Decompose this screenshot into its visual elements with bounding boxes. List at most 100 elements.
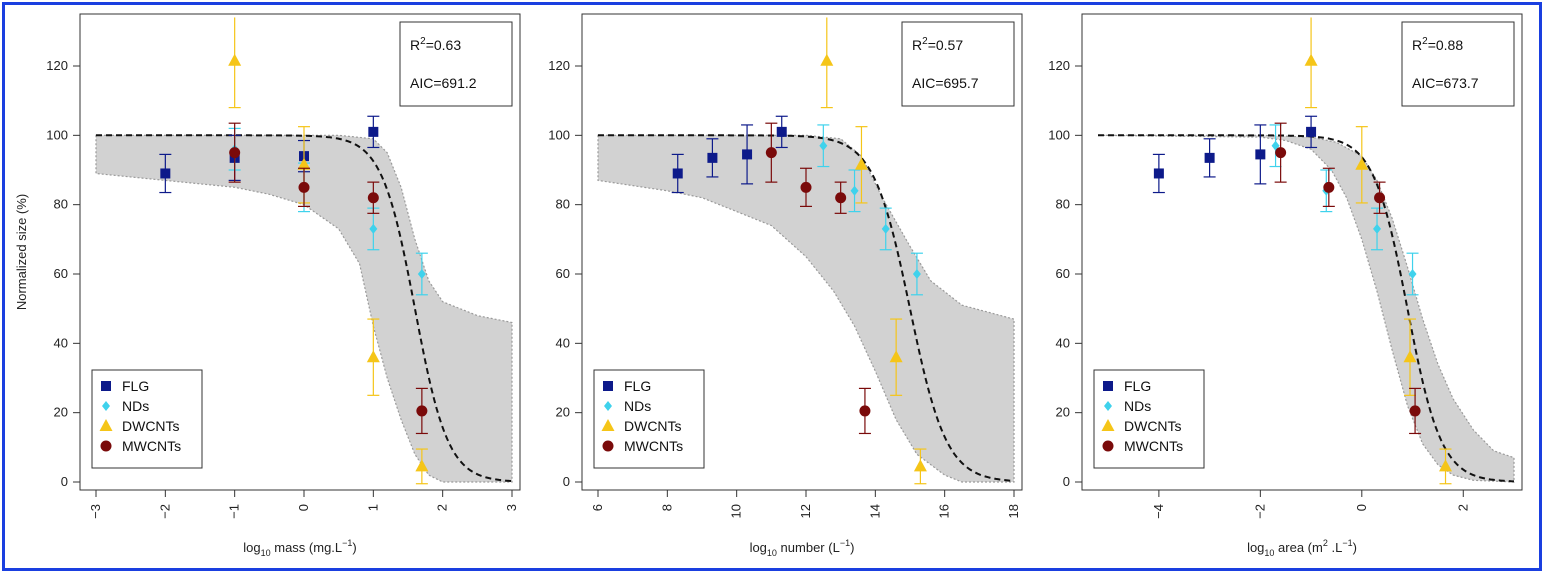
y-tick-label: 60 bbox=[1056, 266, 1070, 281]
series-flg bbox=[671, 115, 788, 194]
marker-triangle bbox=[820, 53, 834, 66]
marker-triangle bbox=[1101, 419, 1115, 431]
x-tick-label: 12 bbox=[798, 504, 813, 518]
y-tick-label: 80 bbox=[54, 197, 68, 212]
x-tick-label: 8 bbox=[659, 504, 674, 511]
legend-label: NDs bbox=[122, 398, 149, 414]
legend-item-flg: FLG bbox=[101, 378, 149, 394]
marker-triangle bbox=[601, 419, 615, 431]
r-squared-label: R2=0.57 bbox=[912, 36, 963, 53]
y-tick-label: 20 bbox=[1056, 405, 1070, 420]
x-tick-label: −4 bbox=[1151, 504, 1166, 519]
y-tick-label: 80 bbox=[556, 197, 570, 212]
marker-circle bbox=[229, 147, 241, 159]
marker-diamond bbox=[881, 223, 890, 234]
y-tick-label: 120 bbox=[46, 58, 68, 73]
legend-label: MWCNTs bbox=[122, 438, 181, 454]
series-flg bbox=[1152, 115, 1318, 194]
marker-square bbox=[368, 126, 379, 137]
legend-item-dwcnts: DWCNTs bbox=[601, 418, 682, 434]
marker-circle bbox=[298, 181, 310, 193]
y-tick-label: 40 bbox=[54, 335, 68, 350]
y-tick-label: 20 bbox=[556, 405, 570, 420]
series-dwcnts bbox=[1304, 17, 1453, 485]
legend-item-nds: NDs bbox=[1104, 398, 1151, 414]
legend-label: FLG bbox=[1124, 378, 1151, 394]
y-tick-label: 40 bbox=[556, 335, 570, 350]
legend-label: NDs bbox=[1124, 398, 1151, 414]
series-mwcnts bbox=[765, 122, 871, 435]
series-dwcnts bbox=[228, 17, 429, 485]
legend-item-dwcnts: DWCNTs bbox=[1101, 418, 1182, 434]
x-tick-label: 1 bbox=[365, 504, 380, 511]
marker-diamond bbox=[417, 269, 426, 279]
stats-box bbox=[1401, 21, 1515, 107]
x-tick-label: 2 bbox=[1455, 504, 1470, 511]
marker-circle bbox=[1102, 440, 1114, 452]
x-tick-label: 0 bbox=[296, 504, 311, 511]
y-tick-label: 120 bbox=[548, 58, 570, 73]
marker-triangle bbox=[913, 459, 927, 472]
x-tick-label: 14 bbox=[867, 504, 882, 518]
marker-triangle bbox=[889, 350, 903, 363]
legend-item-flg: FLG bbox=[603, 378, 651, 394]
marker-square bbox=[776, 126, 787, 137]
marker-square bbox=[742, 149, 753, 160]
marker-circle bbox=[1275, 147, 1287, 159]
legend-label: DWCNTs bbox=[624, 418, 682, 434]
marker-square bbox=[1204, 152, 1215, 163]
marker-circle bbox=[100, 440, 112, 452]
aic-label: AIC=695.7 bbox=[912, 75, 979, 91]
y-tick-label: 80 bbox=[1056, 197, 1070, 212]
panel-1: 0 20 40 60 80 100 120 −3 −2 −1 0 1 2 3 log10 mass (mg.… bbox=[14, 13, 521, 558]
marker-triangle bbox=[366, 350, 380, 363]
y-tick-label: 40 bbox=[1056, 335, 1070, 350]
marker-circle bbox=[859, 405, 871, 417]
x-tick-label: 18 bbox=[1006, 504, 1021, 518]
marker-diamond bbox=[850, 185, 859, 196]
r-squared-label: R2=0.88 bbox=[1412, 36, 1463, 53]
y-tick-label: 60 bbox=[54, 266, 68, 281]
x-tick-label: −3 bbox=[88, 504, 103, 519]
series-dwcnts bbox=[820, 17, 927, 485]
x-tick-label: 10 bbox=[729, 504, 744, 518]
x-tick-label: 0 bbox=[1354, 504, 1369, 511]
legend-label: NDs bbox=[624, 398, 651, 414]
y-axis-title: Normalized size (%) bbox=[14, 194, 29, 310]
marker-circle bbox=[835, 192, 847, 204]
panel-2: 0 20 40 60 80 100 120 6 8 10 12 14 16 18 log10 number … bbox=[548, 13, 1023, 558]
aic-label: AIC=673.7 bbox=[1412, 75, 1479, 91]
stats-box bbox=[901, 21, 1015, 107]
marker-diamond bbox=[604, 401, 612, 411]
series-nds bbox=[1269, 124, 1419, 296]
y-tick-label: 0 bbox=[61, 474, 68, 489]
stats-box bbox=[399, 21, 513, 107]
legend-label: MWCNTs bbox=[1124, 438, 1183, 454]
r-squared-label: R2=0.63 bbox=[410, 36, 461, 53]
marker-triangle bbox=[297, 157, 311, 170]
y-tick-label: 100 bbox=[46, 127, 68, 142]
marker-triangle bbox=[228, 53, 242, 66]
marker-square bbox=[1103, 381, 1113, 391]
legend-label: DWCNTs bbox=[122, 418, 180, 434]
y-tick-label: 20 bbox=[54, 405, 68, 420]
x-axis-title: log10 area (m2 .L−1) bbox=[1247, 538, 1357, 558]
marker-diamond bbox=[102, 401, 110, 411]
legend-item-flg: FLG bbox=[1103, 378, 1151, 394]
y-tick-label: 100 bbox=[1048, 127, 1070, 142]
marker-square bbox=[101, 381, 111, 391]
series-mwcnts bbox=[1274, 122, 1422, 435]
plot-box bbox=[581, 13, 1023, 491]
y-tick-label: 60 bbox=[556, 266, 570, 281]
marker-triangle bbox=[854, 157, 868, 170]
marker-circle bbox=[416, 405, 428, 417]
marker-circle bbox=[1409, 405, 1421, 417]
fitted-curve bbox=[1098, 134, 1515, 483]
series-mwcnts bbox=[228, 122, 428, 435]
x-tick-label: −2 bbox=[157, 504, 172, 519]
legend-label: FLG bbox=[624, 378, 651, 394]
x-tick-label: 3 bbox=[504, 504, 519, 511]
marker-diamond bbox=[369, 223, 378, 234]
marker-triangle bbox=[1304, 53, 1318, 66]
